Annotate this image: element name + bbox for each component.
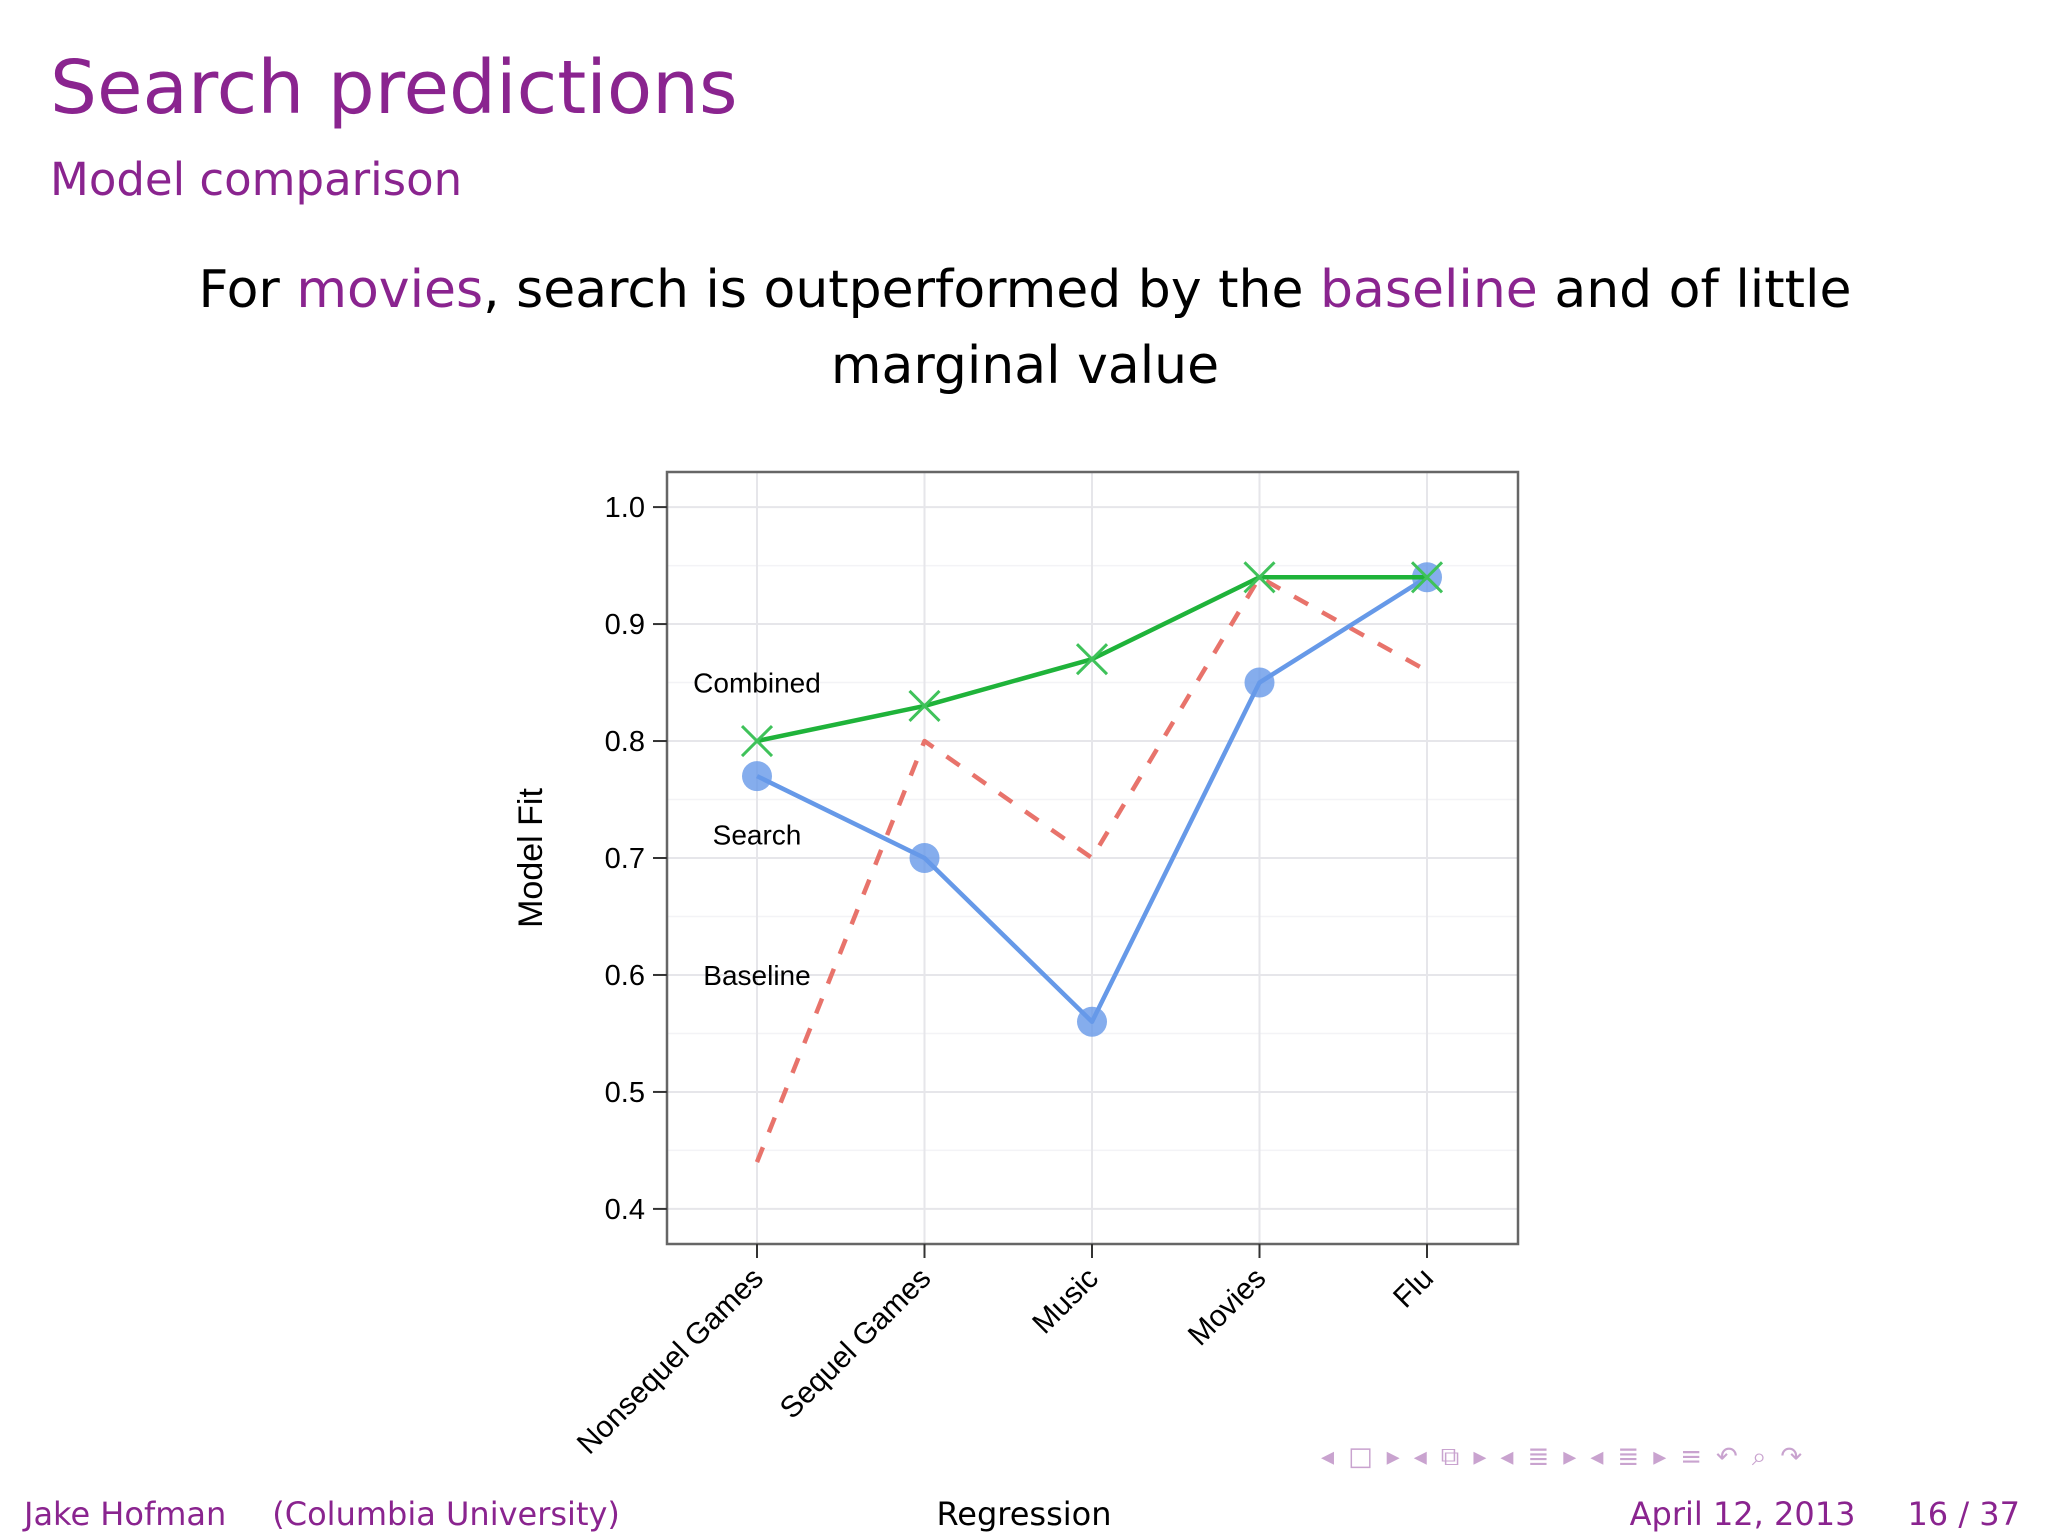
point-combined-movies [1243,561,1276,594]
x-tick-label-movies: Movies [1182,1262,1273,1353]
y-tick-label: 0.7 [605,843,645,875]
y-tick-label: 0.6 [605,960,645,992]
headline-accent-baseline: baseline [1319,260,1538,320]
nav-frame-icon[interactable]: □ [1348,1442,1373,1472]
nav-search-icon[interactable]: ⌕ [1751,1441,1767,1472]
point-combined-flu [1410,561,1444,594]
nav-forward-icon[interactable]: ↷ [1780,1442,1803,1472]
point-combined-nonsequel-games [740,724,774,758]
headline-accent-movies: movies [296,260,484,320]
beamer-navigation: ◂ □ ▸ ◂ ⧉ ▸ ◂ ≣ ▸ ◂ ≣ ▸ ≡ ↶ ⌕ ↷ [1315,1437,1808,1477]
series-label-search: Search [713,820,802,851]
headline: For movies, search is outperformed by th… [160,252,1890,404]
slide-footer: Jake Hofman (Columbia University) Regress… [0,1492,2048,1536]
footer-date: April 12, 2013 [1629,1495,1856,1533]
nav-prev-section-icon[interactable]: ◂ [1590,1442,1604,1472]
footer-author: Jake Hofman [24,1495,227,1533]
nav-prev-subsection-icon[interactable]: ◂ [1500,1442,1514,1472]
x-tick-label-sequel-games: Sequel Games [774,1262,938,1426]
footer-left: Jake Hofman (Columbia University) [24,1492,620,1536]
y-axis-label: Model Fit [512,788,550,928]
nav-prev-frame-icon[interactable]: ◂ [1321,1442,1335,1472]
nav-prev-slide-icon[interactable]: ◂ [1413,1442,1427,1472]
nav-back-icon[interactable]: ↶ [1716,1442,1738,1472]
point-combined-sequel-games [908,689,941,723]
point-combined-music [1075,643,1109,676]
x-tick-label-nonsequel-games: Nonsequel Games [571,1262,770,1461]
point-search-nonsequel-games [742,761,772,792]
series-label-combined: Combined [693,668,821,699]
x-tick-label-music: Music [1026,1262,1105,1341]
y-tick-label: 0.4 [605,1194,645,1226]
nav-section-icon[interactable]: ≣ [1617,1442,1640,1472]
series-line-baseline [754,575,1429,1163]
nav-slide-icon[interactable]: ⧉ [1440,1441,1460,1472]
point-search-sequel-games [909,843,940,873]
y-tick-label: 0.8 [605,726,645,758]
nav-next-section-icon[interactable]: ▸ [1653,1442,1667,1472]
nav-toc-icon[interactable]: ≡ [1680,1442,1703,1472]
nav-next-slide-icon[interactable]: ▸ [1473,1442,1487,1472]
nav-subsection-icon[interactable]: ≣ [1527,1442,1550,1472]
slide-title: Search predictions [50,45,738,131]
slide-subtitle: Model comparison [50,153,463,206]
point-search-music [1077,1006,1107,1037]
footer-right: April 12, 2013 16 / 37 [1630,1492,2020,1536]
headline-part-1: For [198,260,297,320]
footer-page-number: 16 / 37 [1907,1495,2020,1533]
y-tick-label: 0.5 [605,1077,645,1109]
nav-next-frame-icon[interactable]: ▸ [1386,1442,1400,1472]
footer-topic: Regression [936,1495,1112,1533]
headline-part-2: , search is outperformed by the [483,260,1320,320]
nav-next-subsection-icon[interactable]: ▸ [1563,1442,1577,1472]
series-label-baseline: Baseline [703,960,810,991]
point-search-movies [1244,667,1275,698]
headline-part-3: and of little marginal value [830,260,1852,396]
y-tick-label: 1.0 [605,492,645,524]
x-tick-label-flu: Flu [1387,1262,1440,1315]
y-tick-label: 0.9 [605,609,645,641]
footer-affiliation: (Columbia University) [272,1495,620,1533]
